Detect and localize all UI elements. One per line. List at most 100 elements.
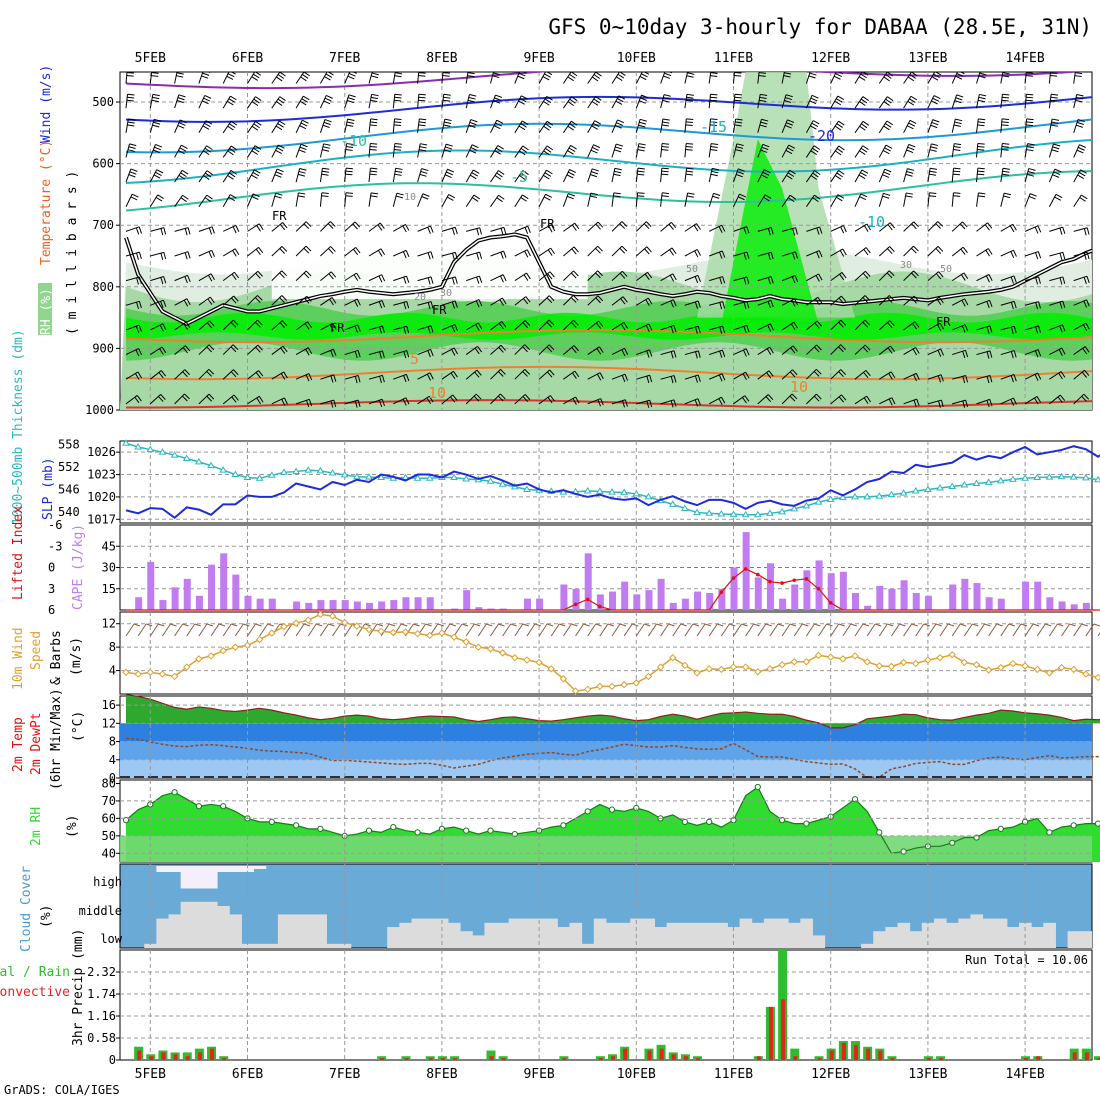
tick-label: 60 (102, 811, 116, 825)
wind-speed-point (583, 685, 592, 694)
precip-conv-bar (1097, 1058, 1100, 1060)
wind-barb-flag (763, 196, 770, 202)
wind-speed-point (280, 622, 288, 631)
wind-barb (879, 397, 893, 405)
wind-barb-flag (394, 118, 402, 120)
wind-barb-flag (911, 297, 917, 304)
wind-speed-point (1094, 673, 1100, 682)
wind-barb-flag (135, 227, 140, 235)
thickness-point (595, 487, 604, 494)
wind-barb (125, 324, 140, 331)
wind-barb-flag (639, 118, 647, 122)
wind-barb (174, 251, 189, 257)
wind-barb-flag (648, 323, 653, 331)
wind-barb-flag (643, 72, 650, 75)
wind-barb-flag (402, 251, 407, 259)
wind-barb (660, 94, 665, 109)
wind-barb-flag (305, 348, 310, 356)
wind-barb-flag (1001, 118, 1010, 120)
wind-barb-flag (863, 225, 869, 232)
wind-barb-flag (569, 73, 576, 79)
wind-barb-10m-flag (182, 623, 189, 627)
precip-total-bar (486, 1050, 496, 1060)
wind-barb-flag (718, 374, 723, 382)
wind-barb-flag (451, 301, 456, 309)
wind-barb (222, 95, 231, 109)
wind-barb-flag (251, 76, 258, 81)
precip-conv-bar (489, 1056, 494, 1060)
wind-barb-flag (593, 144, 601, 149)
wind-barb-flag (573, 270, 579, 277)
wind-barb-flag (393, 124, 402, 126)
wind-barb-flag (162, 323, 167, 331)
wind-speed-point (292, 619, 300, 627)
wind-barb-flag (624, 374, 629, 381)
wind-barb-10m (599, 623, 609, 637)
wind-barb-10m-flag (644, 623, 651, 627)
wind-barb-flag (357, 350, 361, 358)
wind-barb-flag (381, 300, 386, 308)
wind-barb-10m (332, 623, 341, 637)
wind-speed-point (778, 661, 786, 669)
wind-barb-flag (1084, 346, 1090, 353)
cape-bar (195, 595, 203, 610)
wind-barb-flag (275, 125, 283, 131)
wind-barb-flag (719, 326, 723, 334)
wind-barb (441, 324, 456, 331)
pressure-axis-title: ( m i l l i b a r s ) (65, 171, 80, 335)
wind-barb (344, 349, 359, 356)
wind-barb-flag (1028, 168, 1036, 171)
wind-barb (1024, 301, 1039, 306)
wind-barb (684, 118, 687, 133)
wind-barb-flag (784, 100, 792, 103)
wind-barb-10m-flag (534, 623, 542, 627)
wind-barb (319, 143, 325, 158)
wind-barb (174, 227, 189, 232)
wind-barb (125, 226, 140, 232)
wind-barb (684, 94, 688, 109)
wind-barb-flag (929, 149, 937, 152)
li-tick: -3 (48, 539, 62, 553)
wind-barb-flag (452, 277, 455, 285)
wind-barb-flag (279, 224, 286, 231)
wind-barb-flag (1078, 172, 1086, 177)
wind-barb-flag (159, 348, 164, 355)
wind-barb-flag (522, 396, 529, 402)
cape-bar (718, 588, 726, 610)
wind-barb-flag (987, 248, 993, 255)
wind-barb-10m-flag (1045, 623, 1052, 627)
wind-barb (490, 274, 504, 282)
wind-title-c: & Barbs (49, 630, 64, 685)
wind-barb (1048, 94, 1052, 109)
wind-barb-flag (381, 274, 386, 282)
cape-bar (244, 595, 252, 610)
wind-barb-flag (1059, 301, 1063, 309)
wind-barb-flag (643, 223, 650, 230)
wind-barb (222, 72, 230, 84)
wind-barb-flag (503, 250, 507, 258)
wind-barb-flag (498, 194, 505, 200)
wind-barb-10m (587, 623, 597, 637)
date-label-bottom: 7FEB (329, 1067, 360, 1082)
wind-barb-flag (836, 123, 843, 128)
wind-barb (830, 145, 840, 158)
wind-barb-flag (784, 72, 792, 75)
wind-barb-flag (596, 373, 602, 381)
wind-barb-flag (479, 227, 483, 235)
cape-bar (463, 590, 471, 610)
wind-barb (247, 145, 256, 158)
rh-grid (120, 780, 1092, 862)
cloud-high-gap (241, 866, 255, 872)
wind-barb-flag (474, 371, 480, 378)
wind-barb-10m (1036, 623, 1046, 637)
wind-barb-flag (1026, 149, 1034, 152)
wind-barb (344, 192, 347, 207)
thickness-point (1081, 473, 1090, 481)
wind-speed-point (984, 666, 993, 674)
wind-barb-flag (347, 118, 355, 122)
wind-barb (174, 94, 180, 109)
wind-barb-flag (906, 170, 914, 174)
cloud-low-gap (387, 927, 400, 948)
wind-barb (441, 300, 456, 306)
wind-barb-flag (977, 148, 985, 151)
